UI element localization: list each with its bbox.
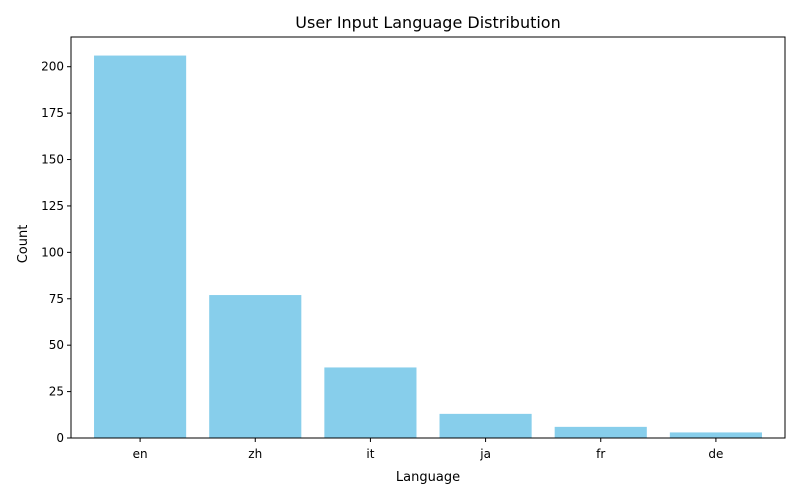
y-tick-label-75: 75 xyxy=(49,292,64,306)
y-tick-label-150: 150 xyxy=(41,153,64,167)
y-tick-label-175: 175 xyxy=(41,106,64,120)
y-tick-label-0: 0 xyxy=(56,431,64,445)
x-tick-label-it: it xyxy=(366,447,374,461)
y-tick-label-25: 25 xyxy=(49,385,64,399)
y-tick-label-100: 100 xyxy=(41,245,64,259)
chart-title: User Input Language Distribution xyxy=(295,13,560,32)
plot-frame xyxy=(70,36,786,439)
bar-zh xyxy=(209,295,302,438)
y-axis-ticks: 0 25 50 75 100 125 150 175 200 xyxy=(41,60,71,445)
x-tick-label-fr: fr xyxy=(596,447,605,461)
bar-ja xyxy=(439,413,532,438)
bars-layer xyxy=(94,55,762,439)
x-tick-label-ja: ja xyxy=(479,447,491,461)
bar-fr xyxy=(554,426,647,438)
x-axis-label: Language xyxy=(396,470,460,485)
x-tick-label-de: de xyxy=(708,447,723,461)
bar-it xyxy=(324,367,417,438)
x-tick-label-en: en xyxy=(133,447,148,461)
y-tick-label-125: 125 xyxy=(41,199,64,213)
y-tick-label-200: 200 xyxy=(41,60,64,74)
bar-de xyxy=(669,432,762,438)
y-tick-label-50: 50 xyxy=(49,338,64,352)
x-tick-label-zh: zh xyxy=(248,447,262,461)
bar-en xyxy=(94,55,187,439)
x-axis-ticks: en zh it ja fr de xyxy=(133,438,723,461)
y-axis-label: Count xyxy=(16,225,31,264)
